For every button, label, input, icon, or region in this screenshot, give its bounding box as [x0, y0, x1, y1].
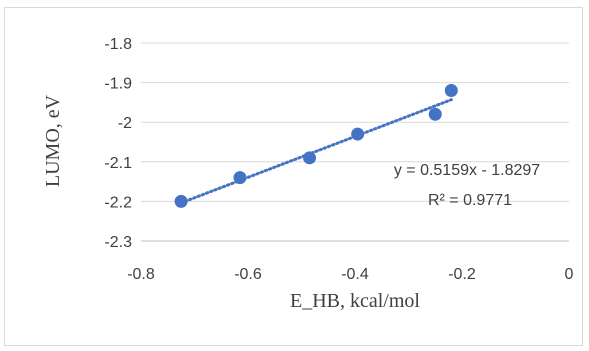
data-point	[428, 107, 442, 121]
y-tick-label: -1.8	[104, 36, 132, 53]
x-tick-label: -0.2	[448, 266, 476, 283]
data-points	[174, 84, 458, 208]
y-axis-title: LUMO, eV	[42, 94, 64, 187]
x-tick-label: -0.8	[127, 266, 155, 283]
data-point	[351, 127, 365, 141]
trendline-r-squared: R² = 0.9771	[428, 192, 512, 209]
data-point	[444, 84, 458, 98]
x-tick-labels: -0.8 -0.6 -0.4 -0.2 0	[127, 266, 573, 283]
y-tick-label: -2.2	[104, 194, 132, 211]
chart-frame	[4, 7, 583, 346]
y-tick-label: -2.1	[104, 155, 132, 172]
x-tick-label: 0	[565, 266, 574, 283]
x-tick-label: -0.4	[341, 266, 369, 283]
data-point	[174, 194, 188, 208]
trendline-equation: y = 0.5159x - 1.8297	[394, 162, 540, 179]
data-point	[233, 171, 247, 185]
trendline	[179, 98, 453, 205]
x-axis-title: E_HB, kcal/mol	[290, 290, 420, 312]
x-tick-label: -0.6	[234, 266, 262, 283]
y-tick-label: -1.9	[104, 76, 132, 93]
y-tick-labels: -1.8 -1.9 -2 -2.1 -2.2 -2.3	[104, 36, 132, 251]
data-point	[303, 151, 317, 165]
y-tick-label: -2	[118, 115, 132, 132]
y-tick-label: -2.3	[104, 234, 132, 251]
gridlines	[141, 42, 569, 242]
